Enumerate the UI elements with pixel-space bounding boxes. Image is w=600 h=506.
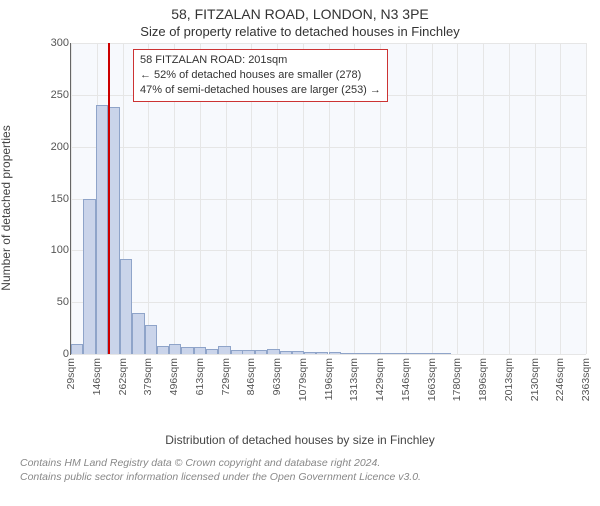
x-tick-label: 379sqm [142,358,154,395]
x-tick-label: 2013sqm [503,358,515,401]
histogram-bar [439,353,451,354]
histogram-bar [280,351,292,354]
gridline-v [71,43,72,354]
gridline-v [586,43,587,354]
y-tick-label: 50 [41,296,69,308]
histogram-bar [304,352,316,354]
histogram-bar [242,350,254,354]
x-tick-label: 1546sqm [400,358,412,401]
x-tick-label: 29sqm [65,358,77,390]
x-tick-label: 146sqm [91,358,103,395]
histogram-bar [157,346,169,354]
x-tick-label: 262sqm [117,358,129,395]
histogram-bar [415,353,427,354]
histogram-bar [353,353,365,354]
gridline-v [432,43,433,354]
histogram-bar [120,259,132,354]
x-tick-label: 729sqm [220,358,232,395]
histogram-bar [390,353,402,354]
footer: Contains HM Land Registry data © Crown c… [20,457,600,484]
histogram-bar [292,351,304,354]
histogram-bar [71,344,83,354]
callout-line-3: 47% of semi-detached houses are larger (… [140,83,381,98]
callout-line-1: 58 FITZALAN ROAD: 201sqm [140,53,381,68]
histogram-bar [96,105,108,354]
histogram-bar [231,350,243,354]
gridline-v [509,43,510,354]
histogram-bar [365,353,377,354]
x-tick-label: 496sqm [168,358,180,395]
x-tick-label: 1780sqm [451,358,463,401]
x-tick-label: 1429sqm [374,358,386,401]
x-tick-label: 1313sqm [348,358,360,401]
y-tick-label: 300 [41,37,69,49]
histogram-bar [181,347,193,354]
histogram-bar [145,325,157,354]
histogram-bar [426,353,438,354]
x-tick-label: 613sqm [194,358,206,395]
x-tick-label: 1896sqm [477,358,489,401]
gridline-v [457,43,458,354]
y-axis-label: Number of detached properties [0,125,13,290]
histogram-bar [329,352,341,354]
histogram-bar [255,350,267,354]
x-tick-label: 1663sqm [426,358,438,401]
title-main: 58, FITZALAN ROAD, LONDON, N3 3PE [0,6,600,22]
footer-line-2: Contains public sector information licen… [20,471,600,485]
x-tick-label: 2246sqm [554,358,566,401]
y-tick-label: 200 [41,141,69,153]
plot-area: 05010015020025030029sqm146sqm262sqm379sq… [70,43,586,355]
title-sub: Size of property relative to detached ho… [0,24,600,39]
histogram-bar [206,349,218,354]
histogram-bar [402,353,414,354]
histogram-bar [316,352,328,354]
x-tick-label: 963sqm [271,358,283,395]
x-tick-label: 846sqm [245,358,257,395]
gridline-v [560,43,561,354]
histogram-bar [83,199,95,355]
x-tick-label: 1196sqm [323,358,335,400]
x-tick-label: 2130sqm [529,358,541,401]
histogram-bar [194,347,206,354]
footer-line-1: Contains HM Land Registry data © Crown c… [20,457,600,471]
x-axis-label: Distribution of detached houses by size … [0,433,600,447]
x-tick-label: 2363sqm [580,358,592,401]
histogram-bar [377,353,389,354]
histogram-bar [218,346,230,354]
gridline-h [71,354,586,355]
y-tick-label: 150 [41,193,69,205]
histogram-bar [132,313,144,354]
gridline-v [535,43,536,354]
histogram-bar [341,353,353,354]
histogram-bar [267,349,279,354]
x-tick-label: 1079sqm [297,358,309,401]
gridline-v [406,43,407,354]
callout-line-2: ← 52% of detached houses are smaller (27… [140,68,381,83]
chart: Number of detached properties 0501001502… [36,43,596,373]
callout-box: 58 FITZALAN ROAD: 201sqm← 52% of detache… [133,49,388,102]
histogram-bar [169,344,181,354]
y-tick-label: 250 [41,89,69,101]
y-tick-label: 100 [41,244,69,256]
marker-line [108,43,110,354]
gridline-v [483,43,484,354]
